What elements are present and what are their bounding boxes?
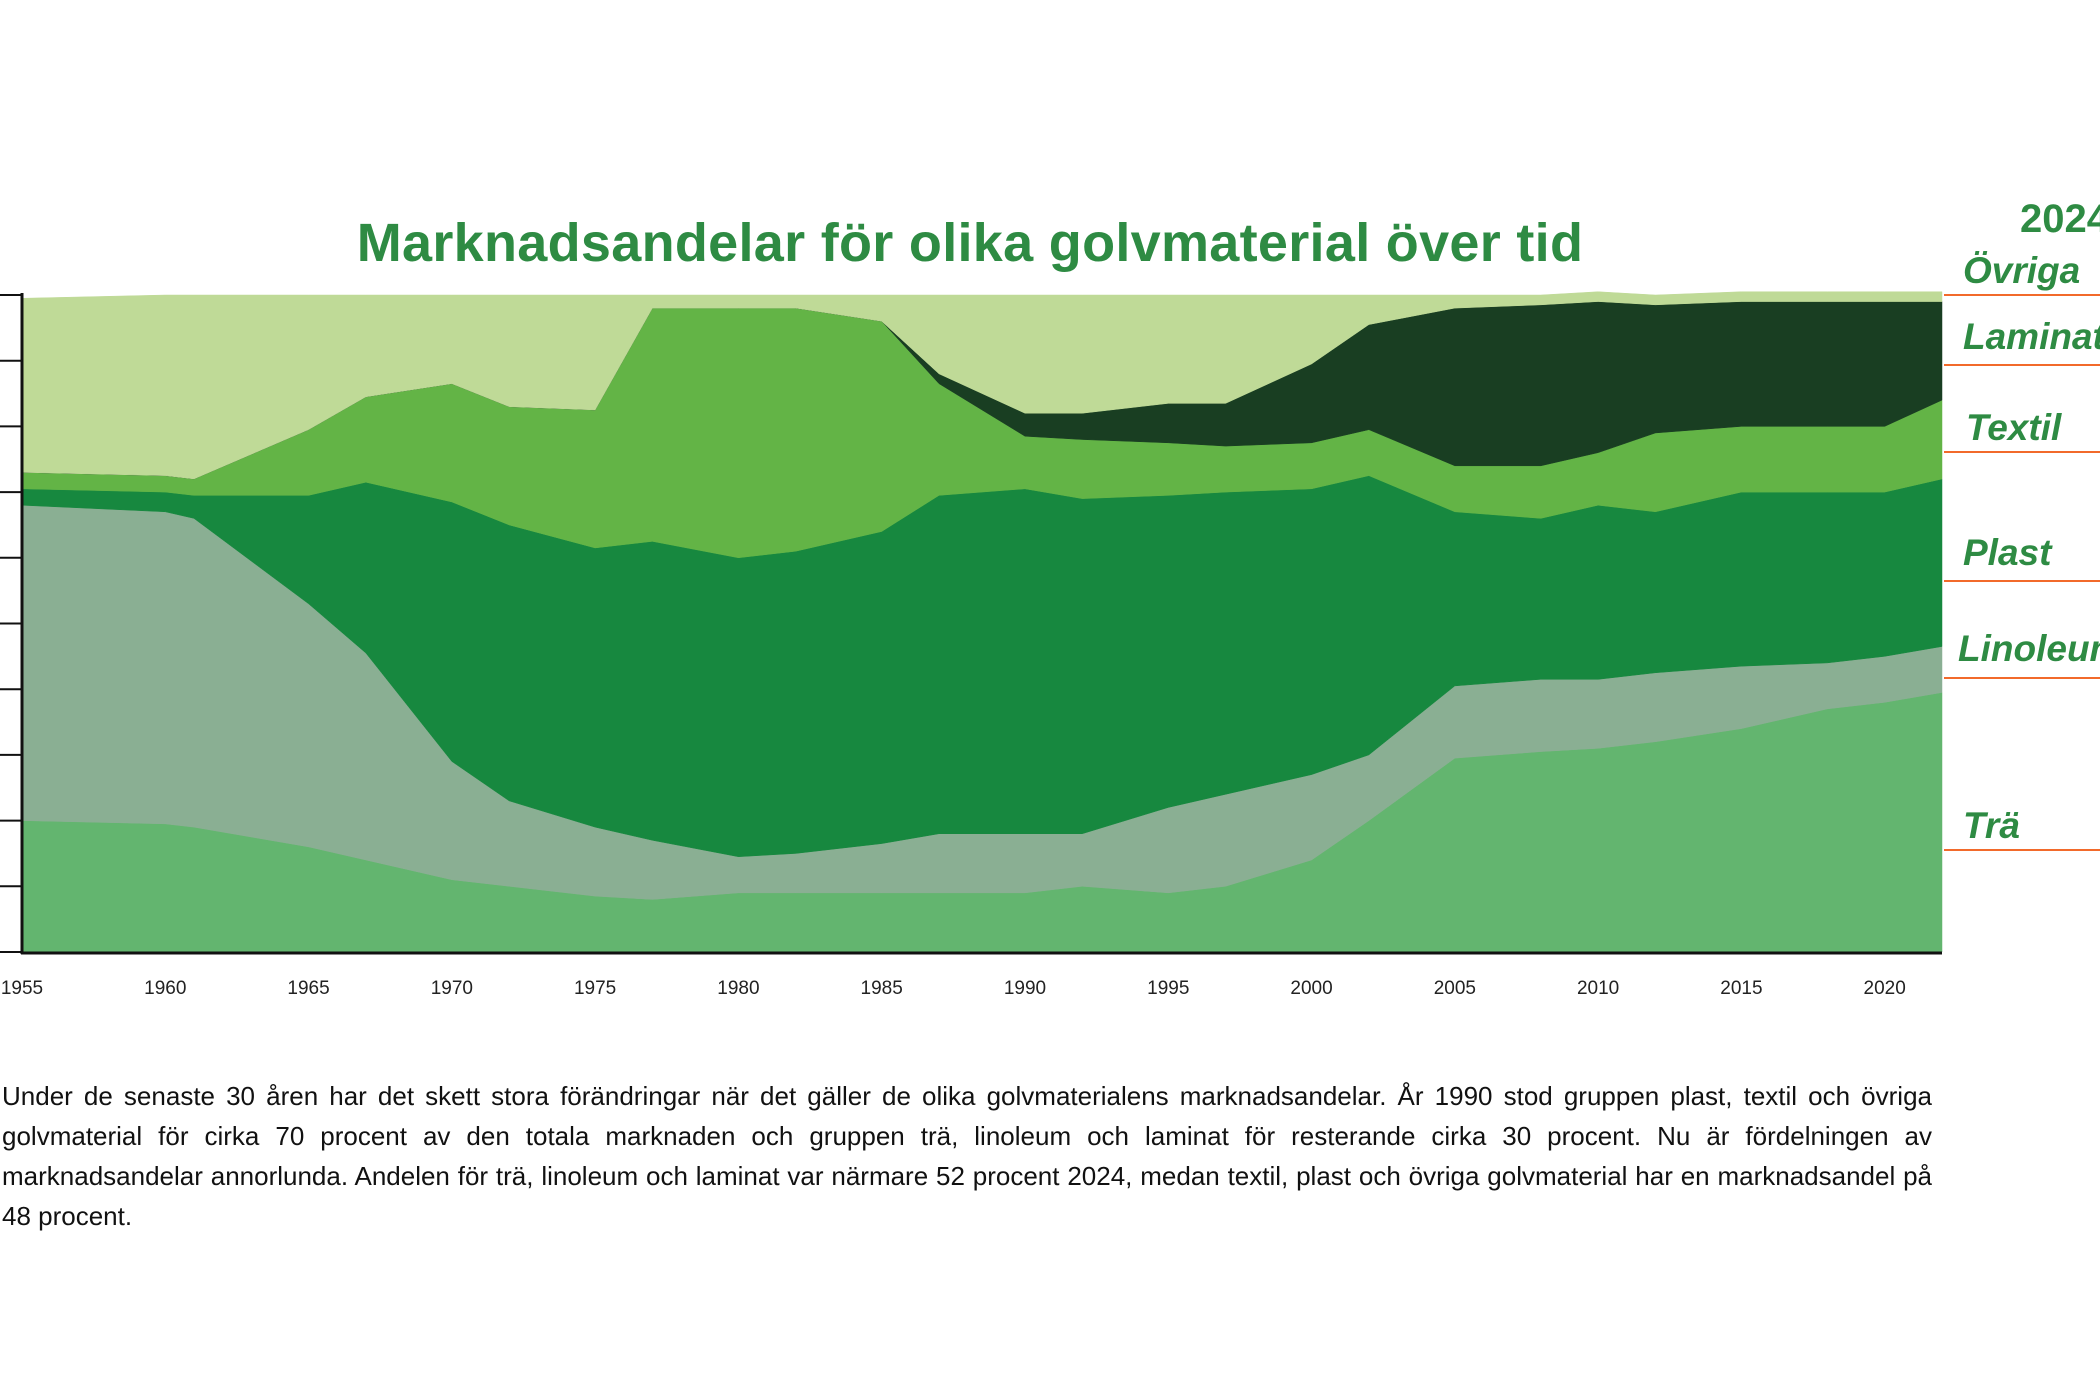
x-tick-label: 1985 [861, 978, 903, 999]
x-tick-label: 1970 [431, 978, 473, 999]
axes [0, 293, 1942, 955]
x-tick-label: 2000 [1290, 978, 1332, 999]
right-label-ovriga: Övriga [1963, 250, 2080, 291]
right-label-linoleum: Linoleum [1958, 628, 2100, 669]
right-panel-year: 2024 [2020, 197, 2100, 241]
right-label-laminat: Laminat [1963, 316, 2100, 357]
right-label-textil: Textil [1966, 407, 2062, 448]
x-tick-label: 1955 [1, 978, 43, 999]
x-tick-label: 2005 [1434, 978, 1476, 999]
x-tick-label: 2020 [1864, 978, 1906, 999]
right-label-tra: Trä [1963, 805, 2020, 846]
x-tick-labels: 1955 1960 1965 1970 1975 1980 1985 1990 1995 2000… [1, 978, 1906, 999]
x-tick-label: 2015 [1720, 978, 1762, 999]
chart-title: Marknadsandelar för olika golvmaterial ö… [356, 213, 1584, 273]
area-ovriga [21, 291, 1943, 480]
x-tick-label: 1995 [1147, 978, 1189, 999]
stacked-areas [21, 291, 1943, 953]
x-tick-label: 1975 [574, 978, 616, 999]
caption-text: Under de senaste 30 åren har det skett s… [2, 1081, 1932, 1231]
x-tick-label: 1960 [144, 978, 186, 999]
x-tick-label: 1965 [287, 978, 329, 999]
x-tick-label: 2010 [1577, 978, 1619, 999]
x-tick-label: 1980 [717, 978, 759, 999]
x-tick-label: 1990 [1004, 978, 1046, 999]
right-legend-panel: 2024 Övriga Laminat Textil Plast Linoleum Trä [1944, 197, 2100, 851]
right-label-plast: Plast [1963, 532, 2053, 573]
